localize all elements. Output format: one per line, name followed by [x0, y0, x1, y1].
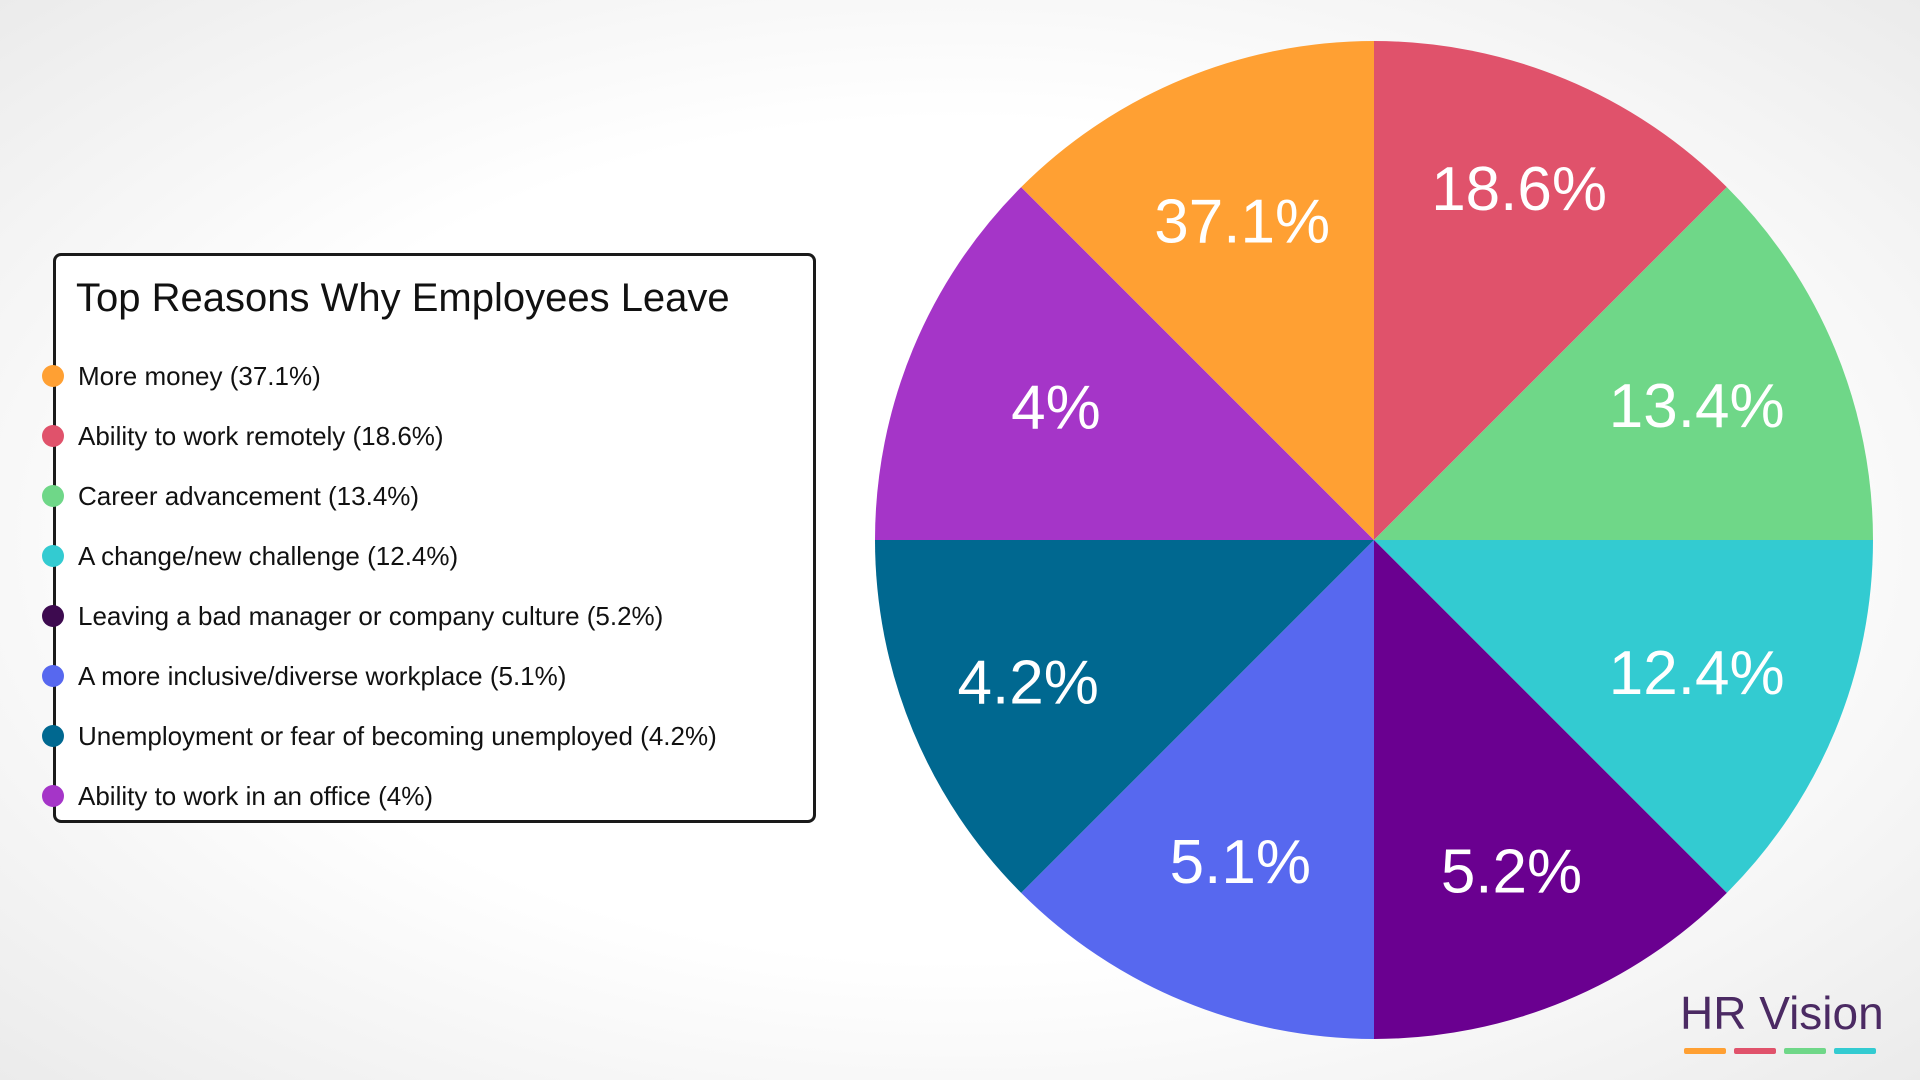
brand-bar — [1734, 1048, 1776, 1054]
slice-value-label: 5.1% — [1170, 828, 1311, 897]
pie-slice — [1374, 41, 1727, 540]
legend-item: Leaving a bad manager or company culture… — [42, 596, 663, 636]
pie-slice — [1021, 41, 1374, 540]
legend-item: Ability to work remotely (18.6%) — [42, 416, 444, 456]
legend-swatch — [42, 785, 64, 807]
chart-title: Top Reasons Why Employees Leave — [76, 276, 730, 320]
slice-value-label: 13.4% — [1609, 372, 1785, 441]
brand-bar — [1784, 1048, 1826, 1054]
legend-swatch — [42, 365, 64, 387]
legend-item: More money (37.1%) — [42, 356, 321, 396]
legend-label: A change/new challenge (12.4%) — [78, 540, 459, 571]
brand-logo: HR Vision — [1680, 987, 1890, 1054]
legend-item: Career advancement (13.4%) — [42, 476, 419, 516]
pie-slice — [1374, 540, 1727, 1039]
brand-bars — [1684, 1048, 1876, 1054]
legend-label: Career advancement (13.4%) — [78, 480, 420, 511]
slice-value-label: 4% — [1011, 374, 1101, 443]
legend-swatch — [42, 485, 64, 507]
legend-swatch — [42, 665, 64, 687]
legend-item: Unemployment or fear of becoming unemplo… — [42, 716, 717, 756]
legend-item: A more inclusive/diverse workplace (5.1%… — [42, 656, 566, 696]
legend-label: Unemployment or fear of becoming unemplo… — [78, 720, 717, 751]
legend-label: Ability to work remotely (18.6%) — [78, 420, 444, 451]
legend-item: Ability to work in an office (4%) — [42, 776, 433, 816]
slice-value-label: 4.2% — [958, 649, 1099, 718]
brand-name: HR Vision — [1680, 987, 1884, 1039]
legend-item: A change/new challenge (12.4%) — [42, 536, 458, 576]
legend-label: Ability to work in an office (4%) — [78, 780, 433, 811]
legend-label: A more inclusive/diverse workplace (5.1%… — [78, 660, 567, 691]
legend-swatch — [42, 545, 64, 567]
slice-value-label: 18.6% — [1431, 155, 1607, 224]
slice-value-label: 37.1% — [1154, 187, 1330, 256]
legend-label: More money (37.1%) — [78, 360, 321, 391]
legend-swatch — [42, 725, 64, 747]
slice-value-label: 5.2% — [1441, 837, 1582, 906]
legend-swatch — [42, 425, 64, 447]
pie-slice — [875, 540, 1374, 893]
chart-legend: Top Reasons Why Employees Leave More mon… — [42, 253, 816, 823]
brand-bar — [1684, 1048, 1726, 1054]
slice-value-label: 12.4% — [1609, 639, 1785, 708]
pie-slice — [1374, 187, 1873, 540]
brand-bar — [1834, 1048, 1876, 1054]
legend-label: Leaving a bad manager or company culture… — [78, 600, 664, 631]
pie-slice — [1374, 540, 1873, 893]
pie-slice — [875, 187, 1374, 540]
pie-slice — [1021, 540, 1374, 1039]
legend-swatch — [42, 605, 64, 627]
